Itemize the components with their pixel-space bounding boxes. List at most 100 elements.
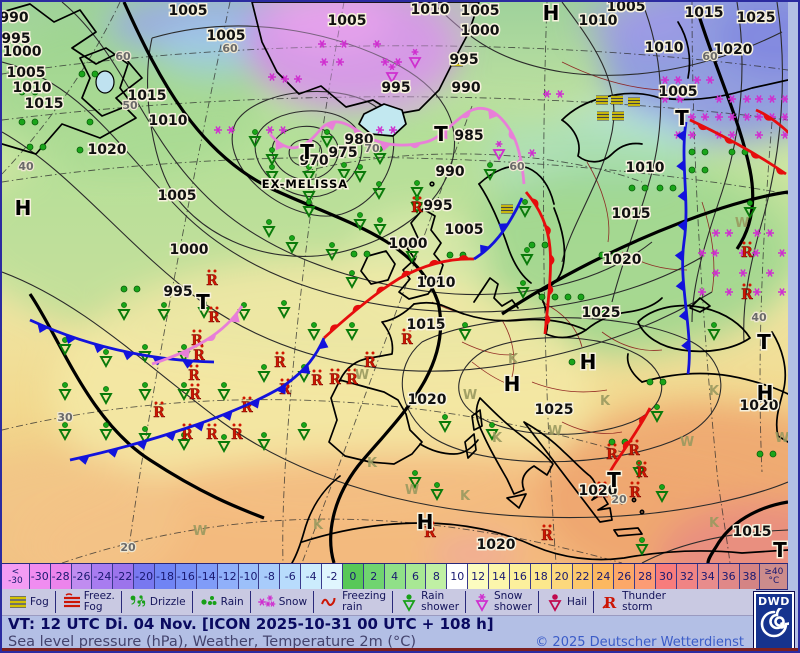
rain-shower-symbol (345, 270, 359, 289)
rain-shower-symbol (307, 322, 321, 341)
scale-cell: -6 (280, 564, 302, 589)
legend-label: Drizzle (149, 595, 186, 608)
rain-symbol (769, 450, 777, 458)
svg-text:R: R (189, 387, 201, 403)
legend-label: Snow shower (494, 590, 532, 613)
pressure-label: 1020 (579, 483, 618, 499)
rain-symbol (31, 88, 39, 96)
fog-symbol (612, 111, 624, 121)
thunderstorm-symbol: R (188, 364, 200, 384)
occluded-front-pips (275, 109, 523, 170)
snow-symbol (268, 73, 276, 81)
rain-shower-symbol (177, 432, 191, 451)
pressure-label: 1010 (13, 80, 52, 96)
advection-label: K (600, 394, 611, 409)
pressure-label: 1010 (579, 13, 618, 29)
rain-shower-symbol (353, 164, 367, 183)
rain-shower-symbol (518, 199, 532, 218)
scale-cell: 2 (363, 564, 385, 589)
rain-symbol (656, 184, 664, 192)
snow-symbol (227, 126, 235, 134)
scale-cell: 34 (697, 564, 719, 589)
snow-symbol (336, 58, 344, 66)
graticule-label: 30 (57, 411, 73, 424)
rain-shower-symbol (217, 434, 231, 453)
snow-symbol (739, 249, 747, 257)
scale-cell: -18 (155, 564, 176, 589)
svg-text:R: R (231, 427, 243, 443)
warm-front (689, 118, 787, 176)
rain-symbol (18, 88, 26, 96)
scale-cell: 6 (405, 564, 427, 589)
snow-symbol (279, 126, 287, 134)
scale-cell: -24 (92, 564, 114, 589)
rain-shower-symbol (257, 432, 271, 451)
snow-symbol (712, 229, 720, 237)
thunderstorm-symbol: R (596, 481, 608, 501)
legend-label: Rain shower (421, 590, 460, 613)
rain-shower-icon (402, 594, 416, 612)
scale-cell: -14 (196, 564, 218, 589)
legend-label: Freezing rain (342, 590, 387, 613)
thunderstorm-symbol: R (231, 423, 243, 443)
pressure-center-high: H (543, 2, 560, 25)
svg-text:R: R (364, 355, 376, 371)
surface-analysis-map: RRRRRRRRRRRRRRRRRRRRRRRRRRRR990995100010… (2, 2, 798, 642)
thunderstorm-symbol: R (181, 423, 193, 443)
snow-symbol (389, 126, 397, 134)
rain-symbol (86, 118, 94, 126)
svg-text:R: R (596, 485, 608, 501)
graticule-label: 20 (611, 493, 627, 506)
scale-cell: 38 (739, 564, 761, 589)
scale-cell: -22 (113, 564, 135, 589)
snow-symbol (701, 113, 709, 121)
advection-label: W (735, 216, 749, 231)
snow-symbol (728, 131, 736, 139)
cold-front-pips (480, 223, 509, 255)
pressure-label: 1020 (714, 42, 753, 58)
svg-text:R: R (604, 594, 617, 612)
advection-label: K (367, 456, 378, 471)
rain-shower-symbol (337, 162, 351, 181)
rain-shower-symbol (520, 247, 534, 266)
pressure-center-low: T (434, 122, 448, 146)
snow-symbol (340, 40, 348, 48)
advection-label: W (680, 435, 694, 450)
pressure-label: 1005 (659, 84, 698, 100)
graticule-label: 60 (222, 42, 238, 55)
graticule-label: 70 (364, 142, 380, 155)
snow-icon (257, 595, 276, 607)
thunderstorm-symbol: R (628, 439, 640, 459)
legend-item-thunder-storm: R Thunder storm (594, 591, 672, 613)
scale-cell: 20 (551, 564, 573, 589)
thunderstorm-symbol: R (636, 461, 648, 481)
svg-text:R: R (741, 245, 753, 261)
pressure-center-high: H (757, 381, 774, 405)
scale-cell: 26 (614, 564, 636, 589)
pressure-label: 1010 (645, 40, 684, 56)
freezing-fog-icon (63, 593, 80, 608)
scale-cell: -4 (301, 564, 323, 589)
cold-front-pips (77, 338, 329, 465)
warm-front (323, 257, 475, 340)
fog-icon (10, 596, 26, 608)
bottom-border (2, 648, 798, 651)
rain-shower-symbol (325, 242, 339, 261)
snow-symbol (768, 95, 776, 103)
advection-label: W (775, 431, 788, 446)
rain-shower-symbol (438, 414, 452, 433)
thunderstorm-symbol: R (741, 241, 753, 261)
rain-shower-symbol (516, 280, 530, 299)
pressure-label: 1005 (7, 65, 46, 81)
rain-symbol (581, 358, 589, 366)
thunderstorm-symbol: R (364, 351, 376, 371)
warm-front-pips (697, 123, 786, 175)
occluded-front-pips (179, 312, 240, 359)
pressure-label: 1010 (626, 160, 665, 176)
snow-symbol (556, 90, 564, 98)
rain-symbol (133, 285, 141, 293)
snow-symbol (781, 95, 789, 103)
rain-shower-symbol (408, 470, 422, 489)
rain-shower-symbol (138, 382, 152, 401)
